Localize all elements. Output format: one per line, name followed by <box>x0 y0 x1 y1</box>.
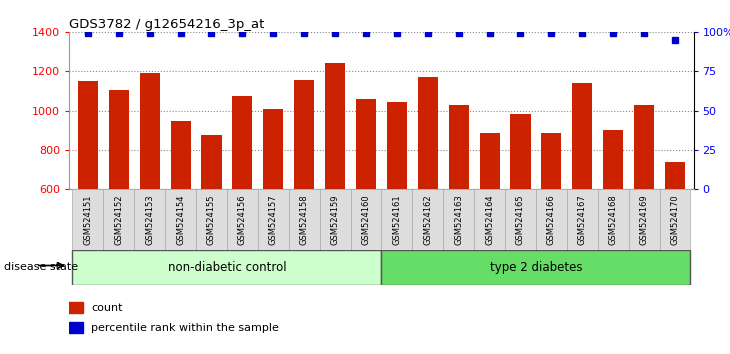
Bar <box>139 73 160 189</box>
Text: type 2 diabetes: type 2 diabetes <box>490 261 582 274</box>
Bar <box>165 189 196 250</box>
Text: GSM524163: GSM524163 <box>454 194 463 245</box>
Bar <box>227 189 258 250</box>
Text: GSM524165: GSM524165 <box>516 194 525 245</box>
Bar <box>134 189 165 250</box>
Bar <box>505 189 536 250</box>
Bar <box>264 109 283 189</box>
Bar <box>69 302 83 314</box>
Bar <box>572 83 592 189</box>
Text: GDS3782 / g12654216_3p_at: GDS3782 / g12654216_3p_at <box>69 18 265 31</box>
Bar <box>381 250 691 285</box>
Bar <box>634 105 654 189</box>
Text: GSM524151: GSM524151 <box>83 194 93 245</box>
Text: GSM524155: GSM524155 <box>207 194 216 245</box>
Text: GSM524154: GSM524154 <box>176 194 185 245</box>
Bar <box>69 322 83 333</box>
Bar <box>356 99 376 189</box>
Bar <box>387 102 407 189</box>
Text: GSM524158: GSM524158 <box>300 194 309 245</box>
Bar <box>449 105 469 189</box>
Bar <box>381 189 412 250</box>
Text: percentile rank within the sample: percentile rank within the sample <box>91 323 279 333</box>
Text: GSM524170: GSM524170 <box>670 194 680 245</box>
Bar <box>474 189 505 250</box>
Bar <box>418 77 438 189</box>
Text: GSM524153: GSM524153 <box>145 194 154 245</box>
Bar <box>196 189 227 250</box>
Bar <box>603 130 623 189</box>
Bar <box>480 133 499 189</box>
Bar <box>542 133 561 189</box>
Text: GSM524156: GSM524156 <box>238 194 247 245</box>
Text: GSM524162: GSM524162 <box>423 194 432 245</box>
Bar <box>104 189 134 250</box>
Bar <box>320 189 350 250</box>
Bar <box>109 90 128 189</box>
Bar <box>412 189 443 250</box>
Text: disease state: disease state <box>4 262 78 272</box>
Bar <box>78 81 98 189</box>
Text: GSM524168: GSM524168 <box>609 194 618 245</box>
Bar <box>294 80 314 189</box>
Text: GSM524169: GSM524169 <box>639 194 648 245</box>
Text: GSM524164: GSM524164 <box>485 194 494 245</box>
Bar <box>325 63 345 189</box>
Bar <box>72 250 381 285</box>
Text: GSM524167: GSM524167 <box>577 194 587 245</box>
Bar <box>665 162 685 189</box>
Bar <box>258 189 289 250</box>
Text: GSM524160: GSM524160 <box>361 194 371 245</box>
Text: GSM524159: GSM524159 <box>331 194 339 245</box>
Text: GSM524152: GSM524152 <box>115 194 123 245</box>
Text: non-diabetic control: non-diabetic control <box>168 261 286 274</box>
Text: GSM524157: GSM524157 <box>269 194 278 245</box>
Bar <box>659 189 691 250</box>
Bar <box>443 189 474 250</box>
Bar <box>72 189 104 250</box>
Bar <box>171 121 191 189</box>
Bar <box>201 135 221 189</box>
Bar <box>566 189 598 250</box>
Bar <box>629 189 659 250</box>
Bar <box>510 114 531 189</box>
Text: GSM524161: GSM524161 <box>392 194 402 245</box>
Bar <box>598 189 629 250</box>
Bar <box>289 189 320 250</box>
Bar <box>350 189 381 250</box>
Text: count: count <box>91 303 123 313</box>
Bar <box>232 96 253 189</box>
Bar <box>536 189 566 250</box>
Text: GSM524166: GSM524166 <box>547 194 556 245</box>
